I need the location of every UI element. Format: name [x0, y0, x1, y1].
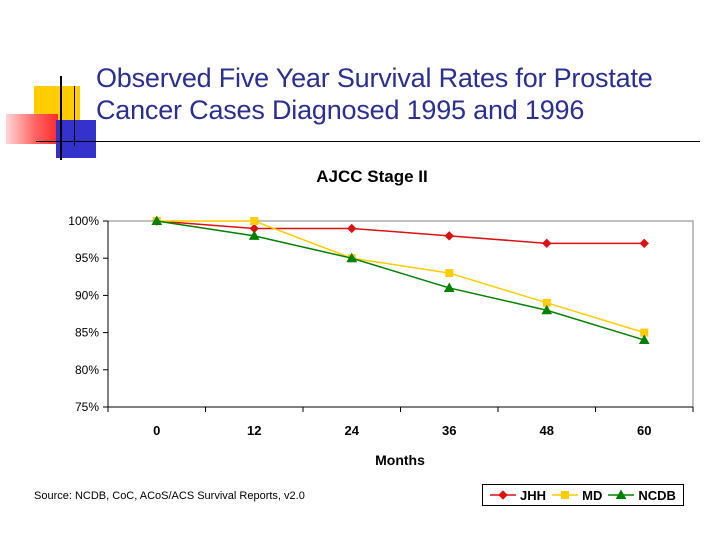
data-point-ncdb [248, 230, 260, 240]
legend-swatch-md [552, 491, 579, 499]
decoration-vertical-line [60, 76, 62, 160]
plot-area [107, 220, 694, 408]
x-tick-label: 48 [540, 423, 554, 438]
legend-marker-jhh [498, 490, 508, 500]
data-point-ncdb [443, 282, 455, 292]
x-tick-label: 12 [247, 423, 261, 438]
y-tick-label: 75% [75, 400, 99, 414]
y-tick-label: 85% [75, 326, 99, 340]
legend-item-jhh: JHH [490, 488, 546, 503]
data-point-jhh [542, 238, 552, 249]
x-tick-label: 60 [637, 423, 651, 438]
legend-label: JHH [520, 487, 547, 503]
legend-label: NCDB [638, 487, 676, 503]
slide-title: Observed Five Year Survival Rates for Pr… [96, 63, 653, 125]
legend-marker-md [561, 491, 570, 499]
data-point-ncdb [151, 215, 163, 225]
data-point-md [445, 269, 454, 278]
series-line-jhh [156, 220, 645, 245]
y-tick-label: 90% [75, 288, 99, 302]
decoration-vertical-line-2 [74, 86, 75, 146]
x-axis-label: Months [375, 452, 425, 468]
x-tick-label: 0 [153, 423, 160, 438]
source-note: Source: NCDB, CoC, ACoS/ACS Survival Rep… [34, 490, 305, 502]
x-tick-label: 24 [345, 423, 360, 438]
y-tick-label: 80% [75, 363, 99, 377]
x-tick-label: 36 [442, 423, 456, 438]
legend-item-ncdb: NCDB [608, 488, 676, 503]
data-point-ncdb [638, 334, 650, 345]
data-point-ncdb [541, 304, 553, 315]
y-axis: 100% 95% 90% 85% 80% 75% [68, 214, 109, 414]
legend-label: MD [582, 487, 603, 503]
decoration-blue-square [56, 120, 96, 158]
legend-marker-ncdb [616, 489, 627, 499]
line-chart: AJCC Stage II 100% 95% 90% 85% 80% 75% 0 12 24 3… [68, 167, 694, 468]
x-axis: 0 12 24 36 48 60 [107, 406, 694, 438]
decoration-red-square [6, 114, 58, 144]
legend-item-md: MD [552, 488, 602, 503]
series-line-md [156, 220, 645, 334]
data-point-ncdb [346, 252, 358, 263]
data-point-jhh [347, 223, 357, 234]
decoration-horizontal-line [36, 141, 700, 142]
data-point-jhh [444, 231, 454, 241]
legend-swatch-jhh [490, 490, 517, 500]
data-point-md [250, 217, 259, 225]
chart-title: AJCC Stage II [316, 167, 427, 186]
series-layer [151, 215, 650, 345]
data-point-jhh [639, 238, 649, 249]
series-ncdb [151, 215, 650, 345]
y-tick-label: 95% [75, 251, 99, 265]
y-tick-label: 100% [68, 214, 99, 228]
legend-swatch-ncdb [608, 489, 635, 499]
series-line-ncdb [156, 220, 645, 341]
chart-legend: JHH MD NCDB [482, 484, 684, 506]
